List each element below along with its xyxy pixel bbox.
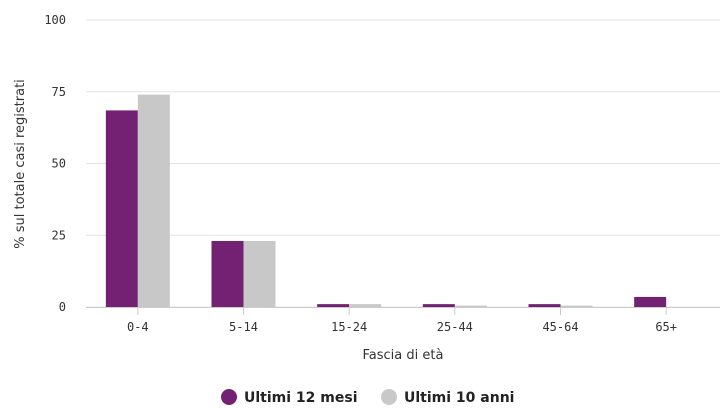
legend: Ultimi 12 mesi Ultimi 10 anni [221,389,514,406]
y-tick-label-2: 50 [52,157,66,171]
bar-25-44-series-1[interactable] [454,305,487,307]
x-tick-label-2: 15-24 [331,320,367,334]
x-tick-label-4: 45-64 [542,320,578,334]
x-tick-label-0: 0-4 [127,320,149,334]
x-axis-title: Fascia di età [363,348,444,363]
bar-25-44-series-0[interactable] [422,304,455,307]
y-axis-title: % sul totale casi registrati [13,79,28,249]
x-tick-label-5: 65+ [655,320,677,334]
bar-15-24-series-0[interactable] [317,304,350,307]
bars [105,94,667,308]
legend-label-0: Ultimi 12 mesi [244,390,358,406]
legend-item-1[interactable]: Ultimi 10 anni [381,389,514,406]
bar-0-4-series-0[interactable] [105,110,138,307]
y-tick-label-1: 25 [52,228,66,242]
bar-5-14-series-0[interactable] [211,240,244,307]
legend-item-0[interactable]: Ultimi 12 mesi [221,389,358,406]
bar-65+-series-0[interactable] [634,296,667,307]
legend-marker-1 [381,389,397,405]
legend-marker-0 [221,389,237,405]
y-axis-ticks: 0 25 50 75 100 [44,13,66,314]
y-tick-label-0: 0 [59,300,66,314]
gridlines [86,19,720,308]
legend-label-1: Ultimi 10 anni [404,390,514,406]
y-tick-label-4: 100 [44,13,66,27]
x-axis: 0-4 5-14 15-24 25-44 45-64 65+ [86,307,720,334]
bar-0-4-series-1[interactable] [137,94,170,308]
bar-45-64-series-1[interactable] [560,305,593,307]
y-tick-label-3: 75 [52,85,66,99]
bar-5-14-series-1[interactable] [243,240,276,307]
bar-45-64-series-0[interactable] [528,304,561,307]
x-tick-label-1: 5-14 [229,320,258,334]
bar-15-24-series-1[interactable] [349,304,382,307]
x-tick-label-3: 25-44 [437,320,473,334]
